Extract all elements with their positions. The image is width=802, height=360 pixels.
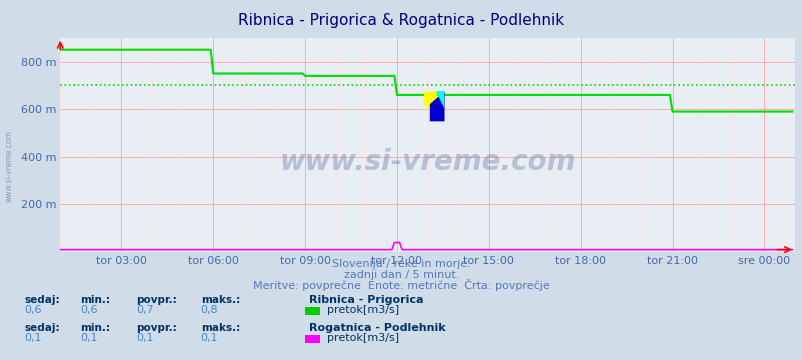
Text: maks.:: maks.: [200,295,240,305]
Text: sedaj:: sedaj: [24,323,59,333]
Text: pretok[m3/s]: pretok[m3/s] [326,333,399,343]
Text: povpr.:: povpr.: [136,295,177,305]
Text: 0,1: 0,1 [80,333,98,343]
Text: www.si-vreme.com: www.si-vreme.com [5,130,14,202]
Text: maks.:: maks.: [200,323,240,333]
Text: 0,1: 0,1 [136,333,154,343]
Text: 0,6: 0,6 [80,305,98,315]
Text: Slovenija / reke in morje.: Slovenija / reke in morje. [332,259,470,269]
Text: Rogatnica - Podlehnik: Rogatnica - Podlehnik [309,323,445,333]
Text: 0,7: 0,7 [136,305,154,315]
Text: sedaj:: sedaj: [24,295,59,305]
Text: 0,1: 0,1 [200,333,218,343]
Text: pretok[m3/s]: pretok[m3/s] [326,305,399,315]
Text: www.si-vreme.com: www.si-vreme.com [279,148,575,176]
Text: Ribnica - Prigorica: Ribnica - Prigorica [309,295,423,305]
Text: min.:: min.: [80,323,110,333]
Text: min.:: min.: [80,295,110,305]
Text: Ribnica - Prigorica & Rogatnica - Podlehnik: Ribnica - Prigorica & Rogatnica - Podleh… [238,13,564,28]
Polygon shape [435,91,444,108]
Polygon shape [429,91,444,121]
Text: 0,8: 0,8 [200,305,218,315]
Text: zadnji dan / 5 minut.: zadnji dan / 5 minut. [343,270,459,280]
Text: 0,6: 0,6 [24,305,42,315]
Polygon shape [423,91,436,117]
Text: 0,1: 0,1 [24,333,42,343]
Text: Meritve: povprečne  Enote: metrične  Črta: povprečje: Meritve: povprečne Enote: metrične Črta:… [253,279,549,291]
Text: povpr.:: povpr.: [136,323,177,333]
